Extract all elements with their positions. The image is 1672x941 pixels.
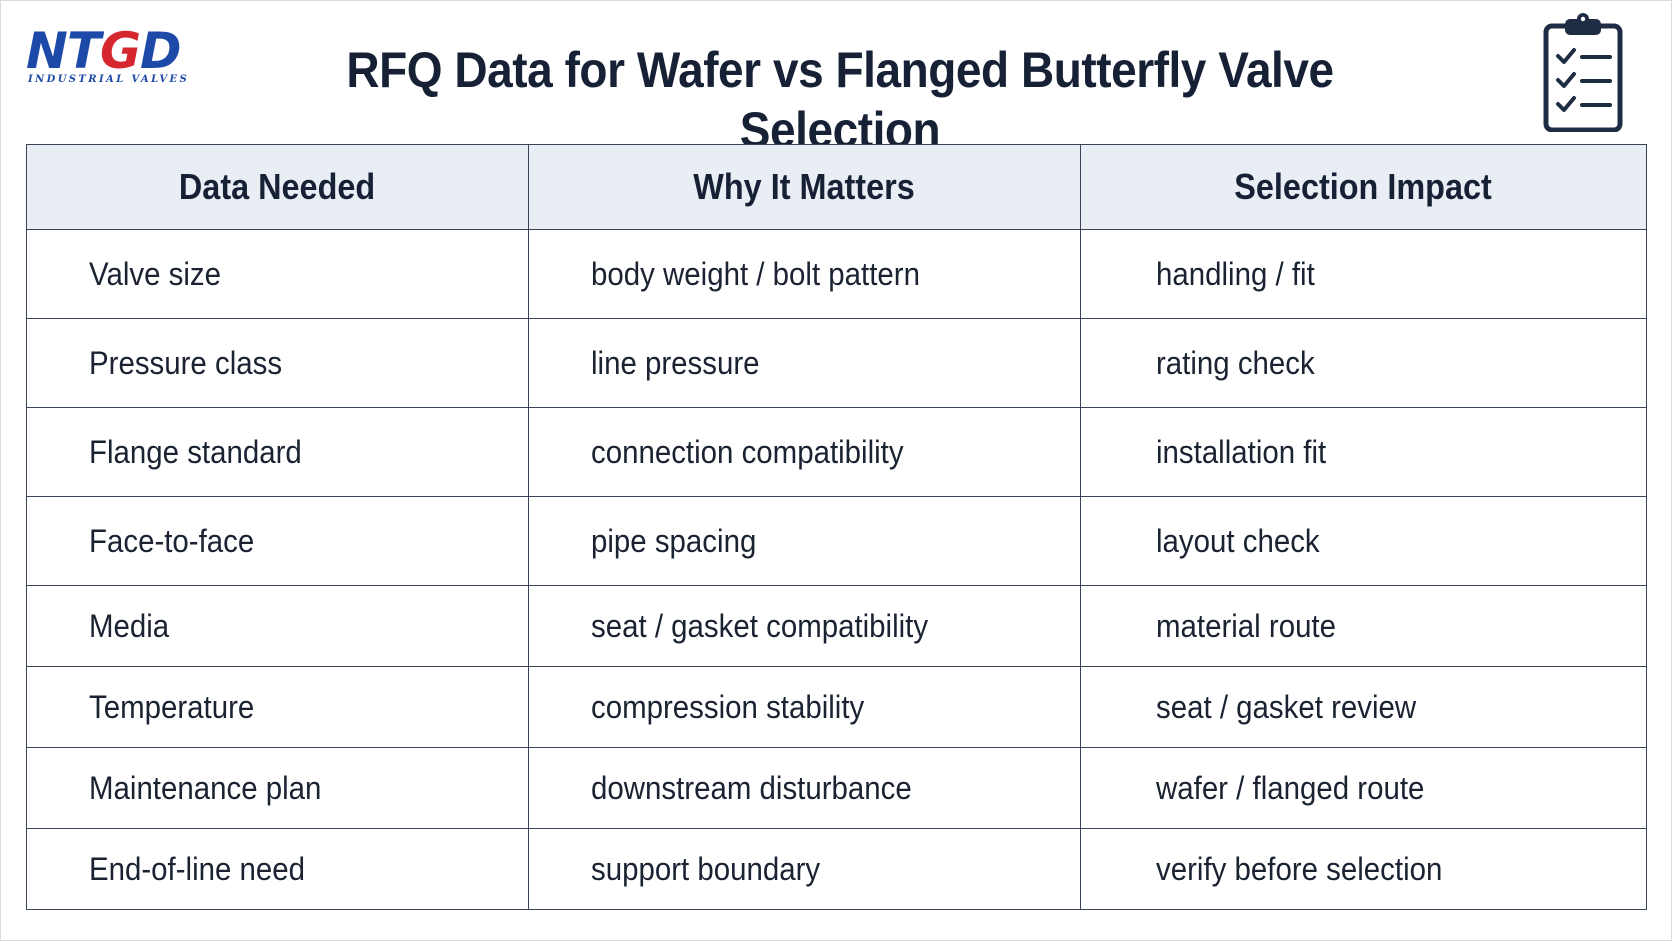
cell-why-it-matters: downstream disturbance (528, 747, 1081, 829)
cell-selection-impact: rating check (1080, 318, 1647, 408)
rfq-table-container: Data Needed Why It Matters Selection Imp… (26, 144, 1647, 910)
rfq-table: Data Needed Why It Matters Selection Imp… (26, 144, 1647, 910)
cell-data-needed: End-of-line need (26, 828, 529, 910)
page-title: RFQ Data for Wafer vs Flanged Butterfly … (346, 42, 1334, 158)
cell-data-needed: Flange standard (26, 407, 529, 497)
cell-why-it-matters: compression stability (528, 666, 1081, 748)
cell-data-needed: Valve size (26, 229, 529, 319)
cell-why-it-matters: support boundary (528, 828, 1081, 910)
cell-selection-impact: layout check (1080, 496, 1647, 586)
cell-selection-impact: seat / gasket review (1080, 666, 1647, 748)
brand-logo: NTGD INDUSTRIAL VALVES (22, 26, 222, 86)
cell-selection-impact: material route (1080, 585, 1647, 667)
table-row: Media seat / gasket compatibility materi… (26, 585, 1647, 667)
table-row: Temperature compression stability seat /… (26, 666, 1647, 748)
cell-why-it-matters: line pressure (528, 318, 1081, 408)
table-row: Flange standard connection compatibility… (26, 407, 1647, 497)
cell-data-needed: Media (26, 585, 529, 667)
cell-data-needed: Maintenance plan (26, 747, 529, 829)
logo-mark: NTGD (26, 22, 182, 80)
table-header-row: Data Needed Why It Matters Selection Imp… (26, 144, 1647, 230)
table-row: Valve size body weight / bolt pattern ha… (26, 229, 1647, 319)
cell-why-it-matters: connection compatibility (528, 407, 1081, 497)
cell-selection-impact: wafer / flanged route (1080, 747, 1647, 829)
cell-data-needed: Temperature (26, 666, 529, 748)
cell-data-needed: Pressure class (26, 318, 529, 408)
cell-why-it-matters: pipe spacing (528, 496, 1081, 586)
cell-why-it-matters: body weight / bolt pattern (528, 229, 1081, 319)
header-data-needed: Data Needed (26, 144, 529, 230)
clipboard-checklist-icon (1540, 12, 1626, 133)
header-selection-impact: Selection Impact (1080, 144, 1647, 230)
cell-data-needed: Face-to-face (26, 496, 529, 586)
cell-why-it-matters: seat / gasket compatibility (528, 585, 1081, 667)
cell-selection-impact: handling / fit (1080, 229, 1647, 319)
table-row: Pressure class line pressure rating chec… (26, 318, 1647, 408)
logo-subtitle: INDUSTRIAL VALVES (28, 74, 190, 85)
table-row: Maintenance plan downstream disturbance … (26, 747, 1647, 829)
cell-selection-impact: installation fit (1080, 407, 1647, 497)
header-why-it-matters: Why It Matters (528, 144, 1081, 230)
table-row: Face-to-face pipe spacing layout check (26, 496, 1647, 586)
cell-selection-impact: verify before selection (1080, 828, 1647, 910)
table-row: End-of-line need support boundary verify… (26, 828, 1647, 910)
